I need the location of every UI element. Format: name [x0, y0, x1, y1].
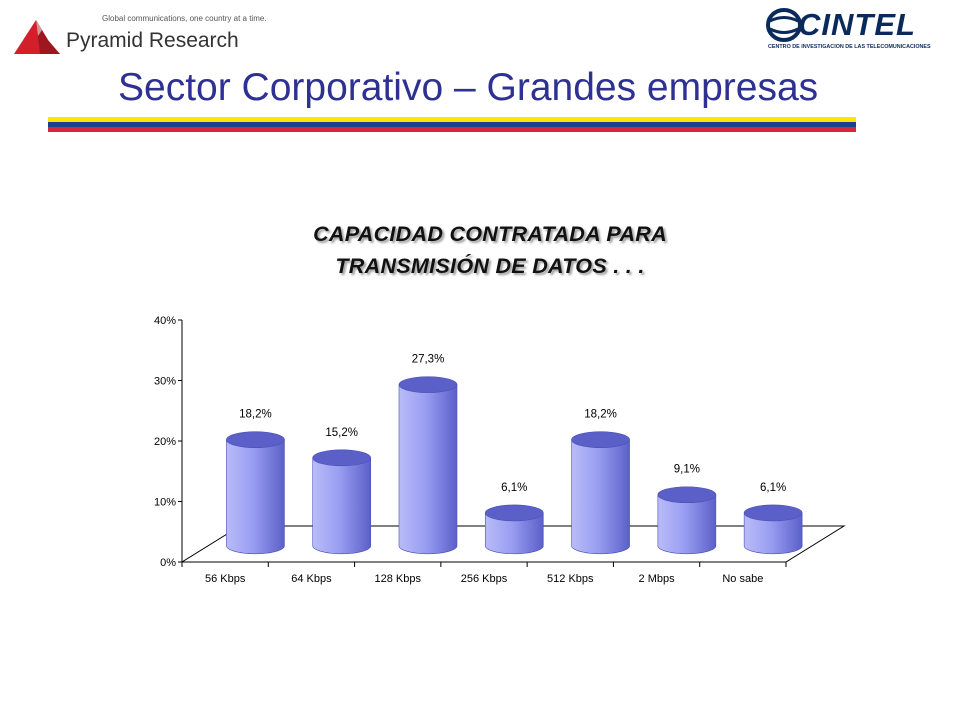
pyramid-tagline: Global communications, one country at a …: [102, 14, 267, 23]
x-tick-label: 56 Kbps: [205, 573, 246, 585]
y-tick-label: 0%: [160, 557, 176, 569]
bar-top: [398, 376, 458, 393]
x-tick-label: 64 Kbps: [291, 573, 332, 585]
y-tick-label: 10%: [154, 497, 176, 509]
data-label: 18,2%: [584, 409, 617, 421]
y-tick-label: 30%: [154, 376, 176, 388]
bar: [398, 384, 458, 555]
bar-top: [571, 431, 630, 448]
bar: [571, 439, 630, 555]
x-tick-label: 2 Mbps: [639, 573, 676, 585]
chart-floor: [180, 525, 846, 563]
cintel-name: CINTEL: [798, 7, 916, 42]
data-label: 6,1%: [501, 482, 527, 494]
flag-stripes: [48, 117, 856, 133]
data-label: 15,2%: [325, 427, 358, 439]
chart-title-line-2: TRANSMISIÓN DE DATOS . . .: [335, 254, 645, 278]
bar-top: [226, 431, 285, 448]
cintel-subtitle: CENTRO DE INVESTIGACION DE LAS TELECOMUN…: [768, 44, 931, 50]
bar-top: [484, 504, 544, 522]
cintel-logo: CINTEL CENTRO DE INVESTIGACION DE LAS TE…: [760, 6, 956, 54]
x-tick-label: 512 Kbps: [547, 573, 594, 585]
data-label: 9,1%: [674, 464, 700, 476]
data-label: 27,3%: [412, 354, 445, 366]
stripe-yellow: [48, 117, 856, 122]
chart-title-line-1: CAPACIDAD CONTRATADA PARA: [313, 222, 667, 246]
pyramid-icon: [14, 20, 60, 54]
pyramid-research-logo: Global communications, one country at a …: [12, 12, 267, 56]
bar: [226, 439, 285, 555]
x-tick-label: No sabe: [722, 573, 763, 585]
pyramid-name: Pyramid Research: [66, 29, 239, 52]
bar: [484, 512, 544, 555]
bar-top: [312, 449, 372, 467]
x-tick-label: 128 Kbps: [374, 573, 421, 585]
y-tick-label: 20%: [154, 436, 176, 448]
data-label: 18,2%: [239, 409, 272, 421]
stripe-red: [48, 127, 856, 132]
data-label: 6,1%: [760, 482, 786, 494]
bar-top: [743, 504, 803, 522]
slide-title: Sector Corporativo – Grandes empresas: [118, 66, 819, 109]
bar: [657, 494, 717, 555]
bar: [743, 512, 803, 555]
chart-title: CAPACIDAD CONTRATADA PARA TRANSMISIÓN DE…: [180, 218, 800, 282]
globe-icon: [766, 8, 802, 42]
bar: [312, 457, 372, 555]
bar-top: [657, 486, 717, 504]
stripe-blue: [48, 122, 856, 127]
y-tick-label: 40%: [154, 315, 176, 327]
x-tick-label: 256 Kbps: [461, 573, 508, 585]
